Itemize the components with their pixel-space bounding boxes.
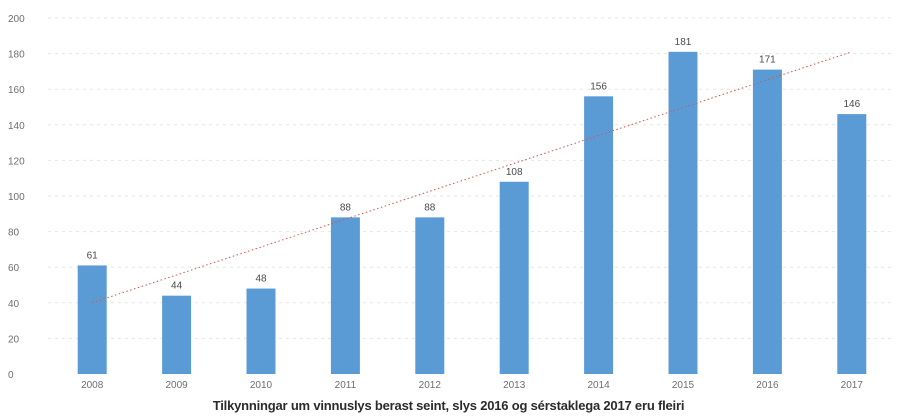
x-tick-label: 2008 [81,380,104,391]
bar [246,288,276,374]
y-tick-label: 40 [8,299,20,310]
y-tick-label: 80 [8,228,20,239]
trendline [92,51,852,304]
y-tick-label: 180 [8,50,25,61]
x-tick-label: 2009 [165,380,188,391]
data-label: 181 [675,37,692,48]
y-tick-label: 20 [8,334,20,345]
x-tick-label: 2011 [335,380,357,391]
bar [837,114,867,375]
y-tick-label: 200 [8,14,25,25]
chart-caption: Tilkynningar um vinnuslys berast seint, … [212,398,685,413]
bar [499,181,529,374]
data-label: 108 [506,167,523,178]
x-tick-label: 2013 [503,380,526,391]
bar [752,69,782,375]
bar [415,217,445,374]
data-label: 156 [590,81,607,92]
y-tick-label: 60 [8,263,20,274]
y-tick-label: 0 [8,370,14,381]
x-tick-label: 2012 [419,380,442,391]
y-tick-label: 160 [8,85,25,96]
data-label: 48 [255,274,267,285]
bar [330,217,360,374]
x-tick-label: 2017 [841,380,864,391]
data-label: 44 [171,281,183,292]
data-label: 146 [843,99,860,110]
x-tick-label: 2010 [250,380,273,391]
bar [162,295,192,374]
data-label: 88 [340,202,352,213]
x-tick-label: 2015 [672,380,695,391]
data-label: 61 [87,250,99,261]
x-tick-label: 2014 [587,380,610,391]
data-label: 171 [759,55,776,66]
y-tick-label: 120 [8,156,25,167]
data-label: 88 [424,202,436,213]
bar [77,265,107,374]
y-tick-label: 140 [8,121,25,132]
y-tick-label: 100 [8,192,25,203]
x-tick-label: 2016 [756,380,779,391]
bar [668,51,698,374]
bar [584,96,614,374]
